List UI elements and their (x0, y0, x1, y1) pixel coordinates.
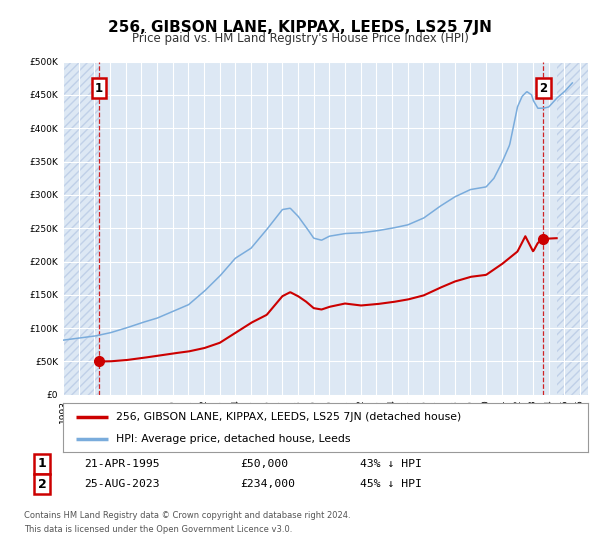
Text: 2: 2 (539, 82, 547, 95)
Text: 2: 2 (38, 478, 46, 491)
Text: 256, GIBSON LANE, KIPPAX, LEEDS, LS25 7JN: 256, GIBSON LANE, KIPPAX, LEEDS, LS25 7J… (108, 20, 492, 35)
Text: 1: 1 (38, 457, 46, 470)
Bar (63, 62, 99, 395)
Text: 256, GIBSON LANE, KIPPAX, LEEDS, LS25 7JN (detached house): 256, GIBSON LANE, KIPPAX, LEEDS, LS25 7J… (115, 412, 461, 422)
Text: 1: 1 (95, 82, 103, 95)
Text: Contains HM Land Registry data © Crown copyright and database right 2024.: Contains HM Land Registry data © Crown c… (24, 511, 350, 520)
Text: Price paid vs. HM Land Registry's House Price Index (HPI): Price paid vs. HM Land Registry's House … (131, 32, 469, 45)
Text: £50,000: £50,000 (240, 459, 288, 469)
Text: 45% ↓ HPI: 45% ↓ HPI (360, 479, 422, 489)
Text: £234,000: £234,000 (240, 479, 295, 489)
Text: HPI: Average price, detached house, Leeds: HPI: Average price, detached house, Leed… (115, 433, 350, 444)
Text: This data is licensed under the Open Government Licence v3.0.: This data is licensed under the Open Gov… (24, 525, 292, 534)
Text: 25-AUG-2023: 25-AUG-2023 (84, 479, 160, 489)
Text: 21-APR-1995: 21-APR-1995 (84, 459, 160, 469)
Bar (557, 62, 588, 395)
Text: 43% ↓ HPI: 43% ↓ HPI (360, 459, 422, 469)
